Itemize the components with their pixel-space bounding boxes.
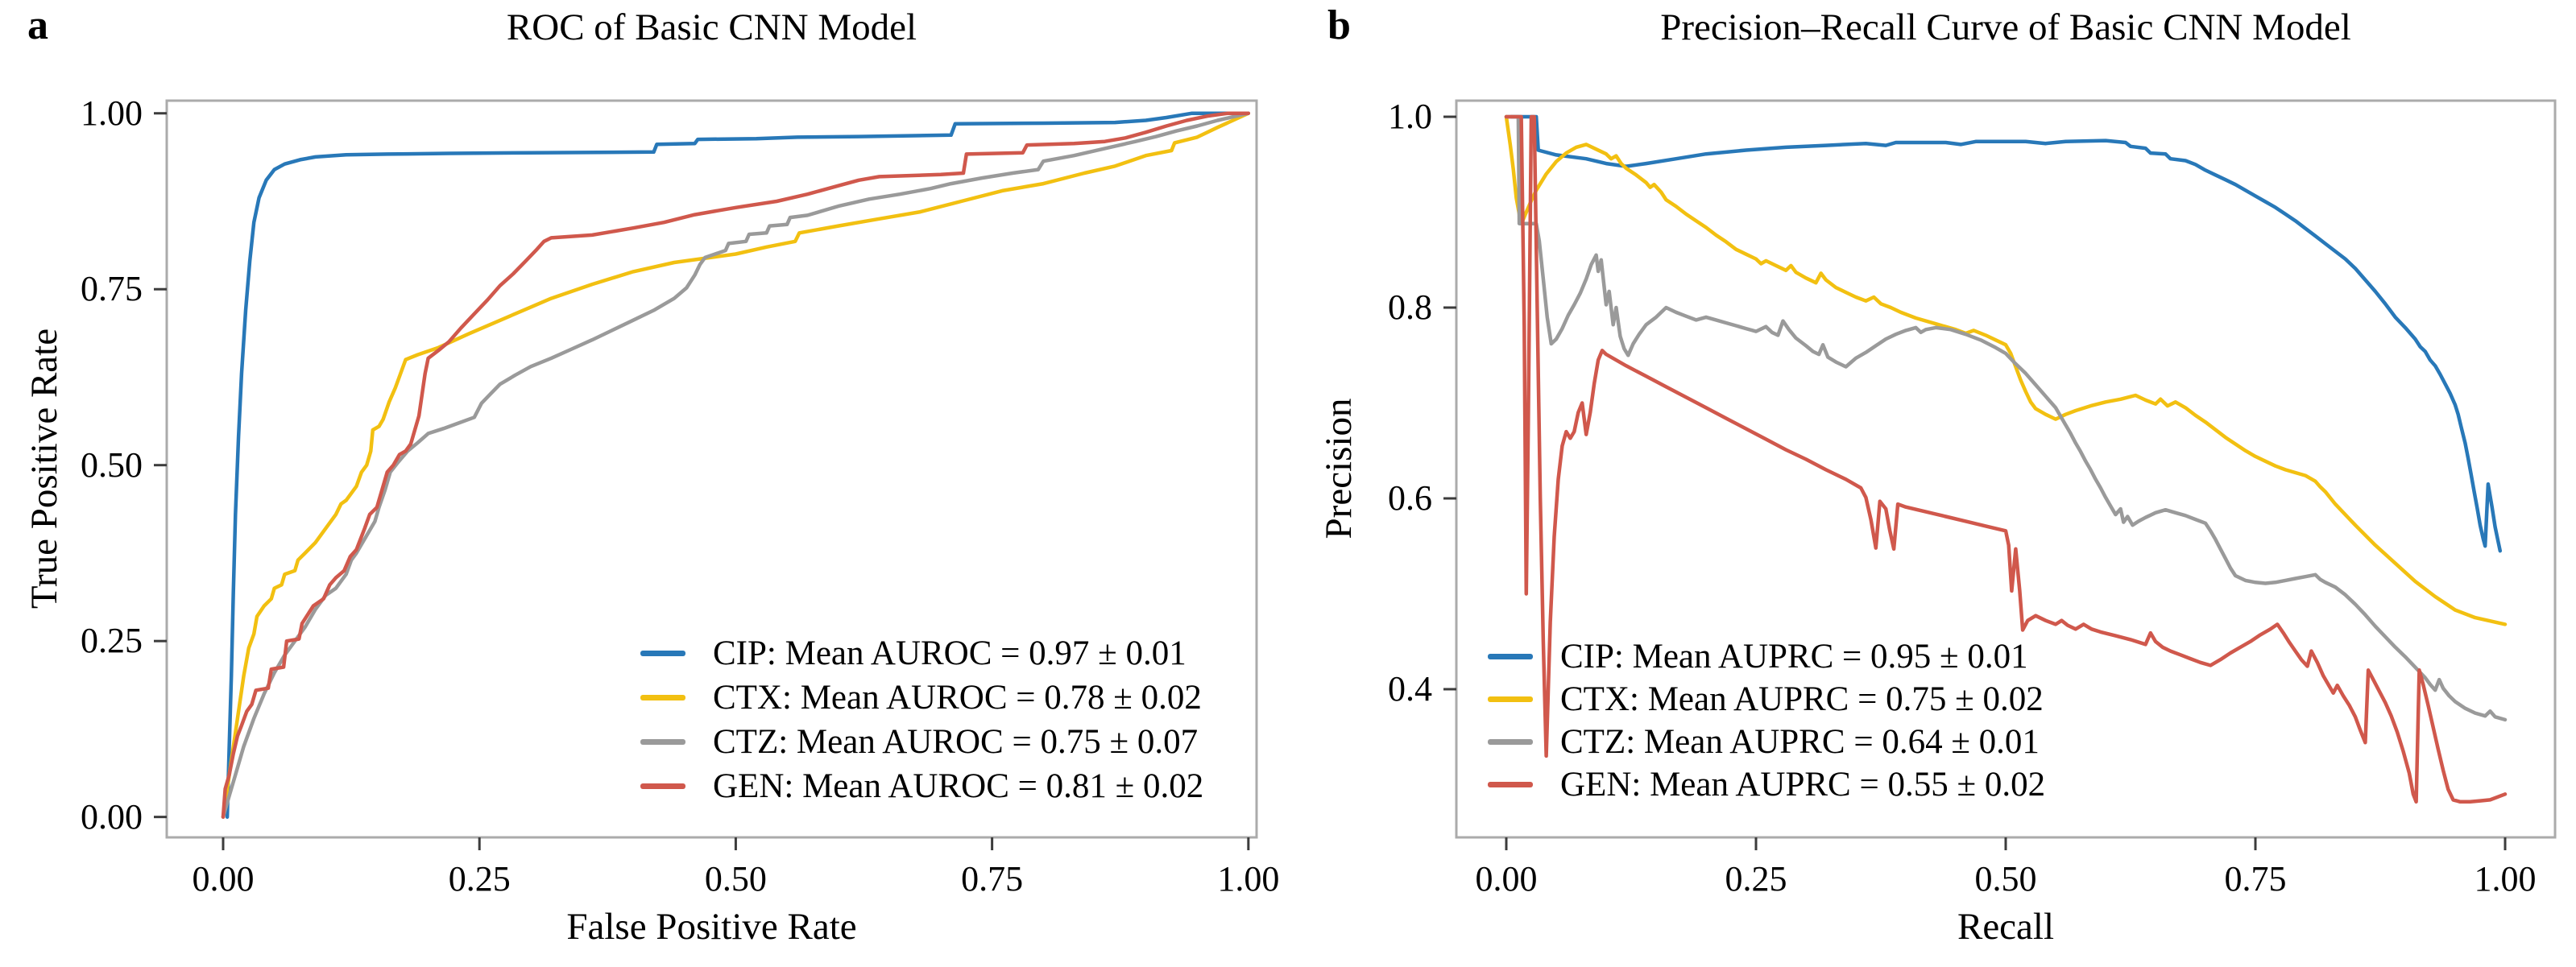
legend-line-swatch-CIP (1488, 654, 1533, 659)
roc-curve-CIP (225, 111, 1251, 819)
pr-y-tick-label: 0.6 (1388, 477, 1432, 518)
pr-curve-CTZ (1504, 114, 2508, 722)
legend-label-CIP: CIP: Mean AUROC = 0.97 ± 0.01 (713, 634, 1187, 672)
legend-entry-GEN: GEN: Mean AUROC = 0.81 ± 0.02 (640, 764, 1203, 808)
pr-x-tick-label: 1.00 (2474, 859, 2537, 899)
pr-curve-CIP (1509, 114, 2503, 553)
pr-x-tick-label: 0.75 (2224, 859, 2287, 899)
pr-y-tick-label: 0.4 (1388, 668, 1432, 709)
pr-xaxis-label: Recall (1957, 906, 2055, 948)
legend-line-swatch-CTX (640, 695, 685, 700)
legend-line-swatch-CTZ (1488, 739, 1533, 745)
legend-line-swatch-CIP (640, 651, 685, 656)
panel-b-letter: b (1327, 2, 1351, 48)
legend-entry-CTZ: CTZ: Mean AUROC = 0.75 ± 0.07 (640, 720, 1203, 764)
roc-x-tick-label: 0.75 (961, 859, 1024, 899)
roc-plot-area (154, 99, 1258, 850)
pr-x-tick-label: 0.00 (1475, 859, 1538, 899)
pr-plot-area (1443, 99, 2557, 850)
pr-legend: CIP: Mean AUPRC = 0.95 ± 0.01 CTX: Mean A… (1488, 635, 2045, 806)
roc-legend: CIP: Mean AUROC = 0.97 ± 0.01 CTX: Mean A… (640, 631, 1203, 808)
legend-line-swatch-GEN (640, 783, 685, 789)
panel-a-letter: a (27, 2, 48, 48)
roc-x-tick-label: 1.00 (1217, 859, 1280, 899)
legend-entry-CIP: CIP: Mean AUROC = 0.97 ± 0.01 (640, 631, 1203, 676)
legend-entry-CTZ: CTZ: Mean AUPRC = 0.64 ± 0.01 (1488, 721, 2045, 763)
pr-title: Precision–Recall Curve of Basic CNN Mode… (1660, 6, 2351, 48)
pr-x-tick-label: 0.50 (1974, 859, 2037, 899)
pr-x-tick-label: 0.25 (1725, 859, 1787, 899)
legend-line-swatch-CTX (1488, 696, 1533, 702)
roc-curve-CTZ (221, 111, 1251, 819)
roc-x-tick-label: 0.25 (448, 859, 511, 899)
roc-y-tick-label: 1.00 (81, 93, 143, 133)
roc-title: ROC of Basic CNN Model (506, 6, 917, 48)
roc-y-tick-label: 0.00 (81, 796, 143, 837)
roc-xaxis-label: False Positive Rate (566, 906, 857, 948)
legend-line-swatch-GEN (1488, 782, 1533, 787)
pr-y-tick-label: 0.8 (1388, 287, 1432, 327)
roc-curve-GEN (221, 111, 1251, 819)
roc-y-tick-label: 0.75 (81, 269, 143, 309)
legend-label-GEN: GEN: Mean AUPRC = 0.55 ± 0.02 (1560, 765, 2046, 804)
legend-entry-CIP: CIP: Mean AUPRC = 0.95 ± 0.01 (1488, 635, 2045, 678)
roc-plot-frame (165, 99, 1258, 839)
legend-label-CIP: CIP: Mean AUPRC = 0.95 ± 0.01 (1560, 637, 2028, 676)
legend-entry-GEN: GEN: Mean AUPRC = 0.55 ± 0.02 (1488, 763, 2045, 806)
roc-x-tick-label: 0.50 (704, 859, 767, 899)
roc-curve-CTX (221, 111, 1251, 819)
legend-label-GEN: GEN: Mean AUROC = 0.81 ± 0.02 (713, 767, 1204, 805)
legend-entry-CTX: CTX: Mean AUROC = 0.78 ± 0.02 (640, 676, 1203, 720)
legend-label-CTX: CTX: Mean AUPRC = 0.75 ± 0.02 (1560, 680, 2044, 718)
roc-x-tick-label: 0.00 (192, 859, 255, 899)
roc-y-tick-label: 0.25 (81, 621, 143, 661)
pr-curve-GEN (1504, 114, 2508, 804)
pr-y-tick-label: 1.0 (1388, 97, 1432, 137)
legend-entry-CTX: CTX: Mean AUPRC = 0.75 ± 0.02 (1488, 678, 2045, 721)
legend-label-CTX: CTX: Mean AUROC = 0.78 ± 0.02 (713, 678, 1202, 717)
roc-y-tick-label: 0.50 (81, 444, 143, 485)
legend-label-CTZ: CTZ: Mean AUPRC = 0.64 ± 0.01 (1560, 722, 2040, 761)
legend-line-swatch-CTZ (640, 739, 685, 745)
legend-label-CTZ: CTZ: Mean AUROC = 0.75 ± 0.07 (713, 722, 1199, 761)
pr-curve-CTX (1504, 114, 2508, 626)
